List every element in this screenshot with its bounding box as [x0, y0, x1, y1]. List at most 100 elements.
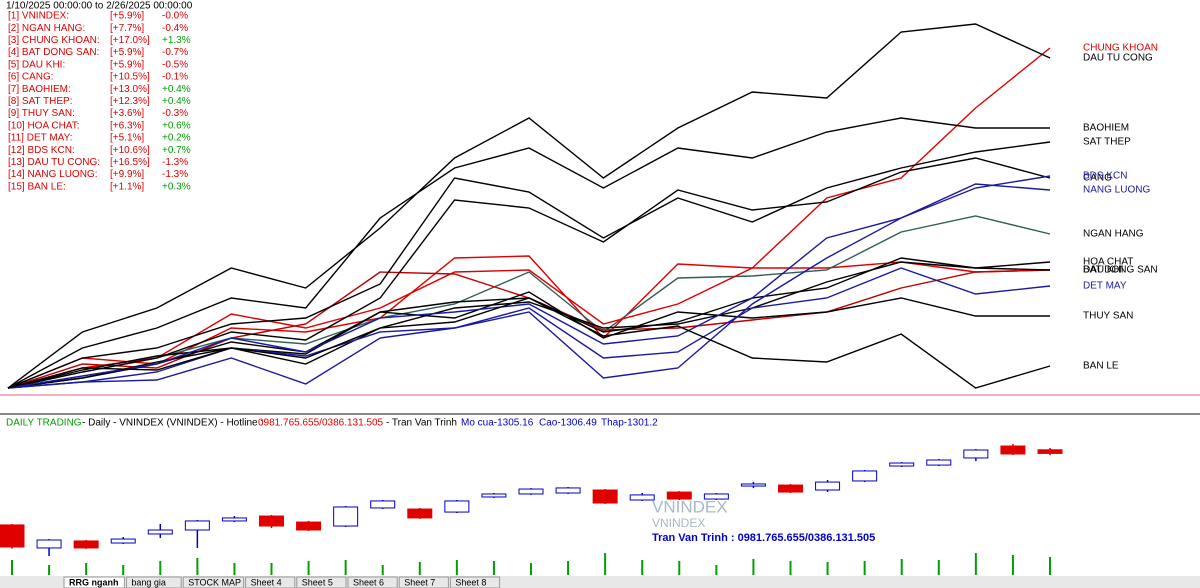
- candle-body: [296, 521, 322, 531]
- sheet-tab-label[interactable]: RRG nganh: [69, 577, 119, 587]
- end-label: BAN LE: [1083, 361, 1119, 372]
- sheet-tab[interactable]: [125, 576, 182, 588]
- legend-change: +1.3%: [162, 35, 191, 46]
- sheet-tab[interactable]: [296, 576, 347, 588]
- legend-label: [11] DET MAY:: [8, 133, 72, 144]
- sheet-tab[interactable]: [245, 576, 296, 588]
- sheet-tab[interactable]: [398, 576, 449, 588]
- legend-label: [12] BDS KCN:: [8, 145, 75, 156]
- candle-body: [481, 493, 507, 498]
- end-label: DAU KHI: [1083, 265, 1124, 276]
- sheet-tab[interactable]: [63, 576, 125, 588]
- sheet-tab-label[interactable]: STOCK MAP: [188, 577, 241, 587]
- watermark: VNINDEX: [652, 497, 728, 516]
- series-line: [7, 267, 1051, 389]
- legend-label: [14] NANG LUONG:: [8, 169, 97, 180]
- legend-label: [9] THUY SAN:: [8, 108, 75, 119]
- legend-total: [+6.3%]: [110, 120, 144, 131]
- pane-header: Thap-1301.2: [601, 418, 658, 429]
- legend-total: [+5.9%]: [110, 59, 144, 70]
- sheet-tab-label[interactable]: Sheet 6: [353, 577, 384, 587]
- legend-change: +0.3%: [162, 181, 191, 192]
- legend-total: [+7.7%]: [110, 23, 144, 34]
- legend-change: -1.3%: [162, 169, 188, 180]
- candle-body: [852, 470, 878, 482]
- end-label: DET MAY: [1083, 281, 1127, 292]
- candle-body: [184, 520, 210, 531]
- legend-label: [7] BAOHIEM:: [8, 84, 71, 95]
- candle-body: [1037, 449, 1063, 454]
- sheet-tab-label[interactable]: Sheet 5: [302, 577, 333, 587]
- legend-total: [+17.0%]: [110, 35, 150, 46]
- series-line: [7, 141, 1051, 389]
- legend-change: -0.5%: [162, 59, 188, 70]
- watermark: Tran Van Trinh : 0981.765.655/0386.131.5…: [652, 532, 875, 544]
- series-line: [7, 117, 1050, 389]
- end-label: BAOHIEM: [1083, 123, 1129, 134]
- candle-body: [333, 506, 359, 527]
- sheet-tab[interactable]: [347, 576, 398, 588]
- sheet-tab-label[interactable]: Sheet 4: [251, 577, 282, 587]
- sheet-tab[interactable]: [182, 576, 245, 588]
- series-line: [7, 215, 1051, 389]
- sheet-tab-label[interactable]: Sheet 7: [404, 577, 435, 587]
- legend-total: [+1.1%]: [110, 181, 144, 192]
- legend-total: [+12.3%]: [110, 96, 150, 107]
- legend-total: [+10.5%]: [110, 72, 150, 83]
- watermark: VNINDEX: [652, 516, 705, 530]
- candle-body: [703, 493, 729, 500]
- end-label: CANG: [1083, 173, 1112, 184]
- candle-body: [221, 517, 247, 522]
- candle-body: [407, 508, 433, 519]
- candle-body: [555, 487, 581, 494]
- legend-total: [+16.5%]: [110, 157, 150, 168]
- legend-label: [1] VNINDEX:: [8, 11, 69, 22]
- sheet-tab[interactable]: [449, 576, 501, 588]
- legend-label: [4] BAT DONG SAN:: [8, 47, 99, 58]
- pane-header: Cao-1306.49: [539, 418, 597, 429]
- legend-change: -0.3%: [162, 108, 188, 119]
- end-label: NGAN HANG: [1083, 229, 1144, 240]
- end-label: BDS KCN: [1083, 171, 1127, 182]
- legend-total: [+10.6%]: [110, 145, 150, 156]
- candle-body: [629, 494, 655, 501]
- candle-body: [666, 491, 692, 500]
- series-line: [7, 183, 1051, 389]
- candle-body: [740, 483, 766, 487]
- legend-label: [2] NGAN HANG:: [8, 23, 85, 34]
- end-label: BAT DONG SAN: [1083, 265, 1158, 276]
- legend-label: [10] HOA CHAT:: [8, 120, 80, 131]
- end-label: SAT THEP: [1083, 137, 1131, 148]
- legend-change: +0.2%: [162, 133, 191, 144]
- date-range: 1/10/2025 00:00:00 to 2/26/2025 00:00:00: [6, 1, 193, 12]
- pane-header: - Tran Van Trinh: [386, 418, 457, 429]
- candle-body: [926, 459, 952, 466]
- candle-body: [1000, 445, 1026, 455]
- legend-total: [+9.9%]: [110, 169, 144, 180]
- legend-label: [13] DAU TU CONG:: [8, 157, 100, 168]
- legend-change: -0.0%: [162, 11, 188, 22]
- legend-change: +0.7%: [162, 145, 191, 156]
- legend-change: +0.4%: [162, 96, 191, 107]
- pane-header: 0981.765.655/0386.131.505: [258, 418, 384, 429]
- end-label: DAU TU CONG: [1083, 53, 1153, 64]
- legend-change: -0.1%: [162, 72, 188, 83]
- sheet-tab-label[interactable]: Sheet 8: [455, 577, 486, 587]
- end-label: NANG LUONG: [1083, 185, 1150, 196]
- legend-label: [8] SAT THEP:: [8, 96, 72, 107]
- end-label: CHUNG KHOAN: [1083, 43, 1158, 54]
- legend-change: +0.4%: [162, 84, 191, 95]
- legend-total: [+5.1%]: [110, 133, 144, 144]
- candle-body: [518, 488, 544, 495]
- sheet-tab-label[interactable]: bang gia: [131, 577, 166, 587]
- series-line: [7, 175, 1051, 389]
- legend-change: +0.6%: [162, 120, 191, 131]
- series-line: [7, 23, 1051, 389]
- candle-body: [444, 500, 470, 513]
- candle-body: [36, 539, 62, 549]
- legend-total: [+5.9%]: [110, 11, 144, 22]
- end-label: THUY SAN: [1083, 311, 1133, 322]
- candle-body: [110, 538, 136, 544]
- legend-total: [+3.6%]: [110, 108, 144, 119]
